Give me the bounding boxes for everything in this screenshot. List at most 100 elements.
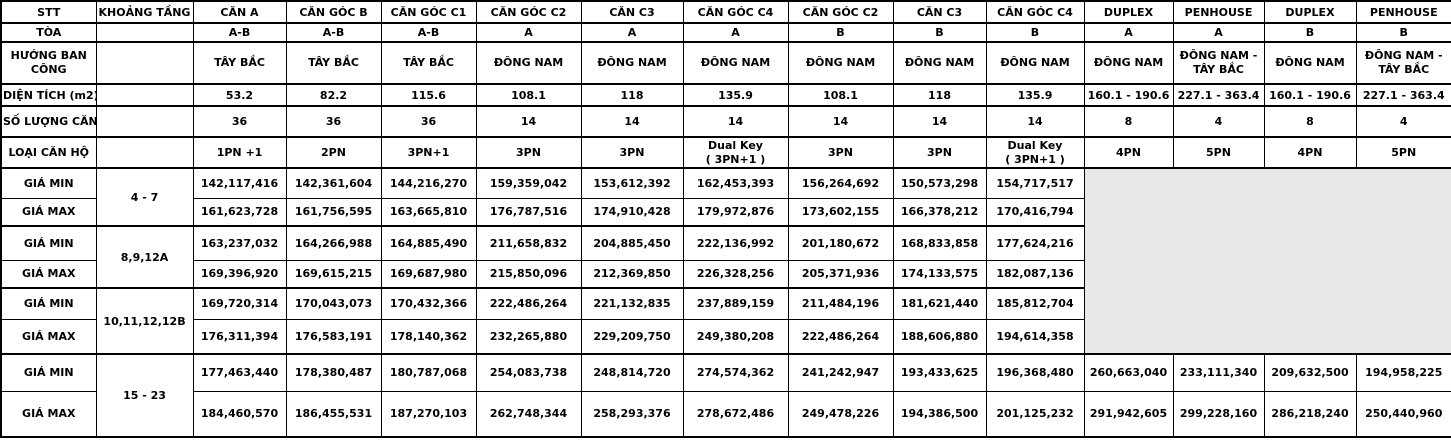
price-min-cell: 144,216,270	[380, 167, 477, 199]
price-max-cell: 176,311,394	[192, 318, 287, 355]
price-max-cell: 205,371,936	[787, 259, 894, 289]
col-header-unit: CĂN GÓC C2	[787, 0, 894, 24]
price-max-cell: 299,228,160	[1172, 390, 1265, 438]
unit-count-cell: 36	[285, 105, 382, 138]
area-cell: 53.2	[192, 83, 287, 107]
area-cell: 135.9	[682, 83, 789, 107]
direction-cell: TÂY BẮC	[192, 41, 287, 85]
col-header-stt: STT	[0, 0, 97, 24]
unit-type-cell: 4PN	[1263, 136, 1357, 169]
price-max-cell: 232,265,880	[475, 318, 582, 355]
direction-cell: ĐÔNG NAM - TÂY BẮC	[1355, 41, 1451, 85]
row-label-so-luong-can: SỐ LƯỢNG CĂN	[0, 105, 97, 138]
price-min-cell: 169,720,314	[192, 287, 287, 320]
direction-cell: ĐÔNG NAM	[892, 41, 987, 85]
area-cell: 118	[892, 83, 987, 107]
tower-cell: A	[1172, 22, 1265, 43]
price-min-cell: 260,663,040	[1083, 353, 1174, 392]
unavailable-region	[1083, 167, 1451, 355]
row-label-gia-max: GIÁ MAX	[0, 390, 97, 438]
area-cell: 227.1 - 363.4	[1355, 83, 1451, 107]
col-header-unit: CĂN C3	[580, 0, 684, 24]
price-max-cell: 179,972,876	[682, 197, 789, 227]
col-header-unit: CĂN A	[192, 0, 287, 24]
price-max-cell: 176,787,516	[475, 197, 582, 227]
row-label-toa: TÒA	[0, 22, 97, 43]
price-min-cell: 142,117,416	[192, 167, 287, 199]
price-max-cell: 262,748,344	[475, 390, 582, 438]
col-header-unit: PENHOUSE	[1355, 0, 1451, 24]
unit-type-cell: Dual Key ( 3PN+1 )	[985, 136, 1085, 169]
price-max-cell: 215,850,096	[475, 259, 582, 289]
tower-cell: A	[580, 22, 684, 43]
col-header-unit: CĂN GÓC B	[285, 0, 382, 24]
price-min-cell: 209,632,500	[1263, 353, 1357, 392]
price-max-cell: 194,386,500	[892, 390, 987, 438]
price-max-row: GIÁ MAX 176,311,394 176,583,191 178,140,…	[0, 318, 1451, 355]
floor-range-cell: 10,11,12,12B	[95, 287, 194, 355]
unit-type-cell: 2PN	[285, 136, 382, 169]
price-min-cell: 221,132,835	[580, 287, 684, 320]
unit-type-cell: 3PN	[475, 136, 582, 169]
price-min-cell: 204,885,450	[580, 225, 684, 261]
empty-cell	[95, 83, 194, 107]
price-min-row: GIÁ MIN 15 - 23 177,463,440 178,380,487 …	[0, 353, 1451, 438]
row-label-loai-can-ho: LOẠI CĂN HỘ	[0, 136, 97, 169]
col-header-unit: CĂN GÓC C4	[682, 0, 789, 24]
unit-type-cell: 5PN	[1355, 136, 1451, 169]
unit-count-cell: 4	[1355, 105, 1451, 138]
area-cell: 118	[580, 83, 684, 107]
direction-cell: ĐÔNG NAM	[682, 41, 789, 85]
price-min-cell: 142,361,604	[285, 167, 382, 199]
price-min-cell: 248,814,720	[580, 353, 684, 392]
empty-cell	[95, 105, 194, 138]
price-max-cell: 212,369,850	[580, 259, 684, 289]
area-cell: 82.2	[285, 83, 382, 107]
price-max-cell: 250,440,960	[1355, 390, 1451, 438]
tower-row: TÒA A-B A-B A-B A A A B B B A A B B	[0, 22, 1451, 43]
price-max-cell: 184,460,570	[192, 390, 287, 438]
unit-count-cell: 14	[787, 105, 894, 138]
unit-count-cell: 14	[682, 105, 789, 138]
price-min-cell: 178,380,487	[285, 353, 382, 392]
unit-type-cell: 3PN	[787, 136, 894, 169]
price-min-cell: 194,958,225	[1355, 353, 1451, 392]
col-header-unit: DUPLEX	[1083, 0, 1174, 24]
price-min-cell: 222,136,992	[682, 225, 789, 261]
price-min-row: GIÁ MIN 4 - 7 142,117,416 142,361,604 14…	[0, 167, 1451, 355]
price-min-cell: 164,885,490	[380, 225, 477, 261]
unit-count-cell: 4	[1172, 105, 1265, 138]
floor-range-cell: 4 - 7	[95, 167, 194, 227]
unit-count-cell: 14	[580, 105, 684, 138]
price-max-cell: 170,416,794	[985, 197, 1085, 227]
price-max-cell: 178,140,362	[380, 318, 477, 355]
unit-type-cell: 5PN	[1172, 136, 1265, 169]
unit-count-cell: 36	[380, 105, 477, 138]
price-min-cell: 164,266,988	[285, 225, 382, 261]
price-min-cell: 159,359,042	[475, 167, 582, 199]
tower-cell: A	[1083, 22, 1174, 43]
price-max-cell: 194,614,358	[985, 318, 1085, 355]
price-min-cell: 163,237,032	[192, 225, 287, 261]
price-min-cell: 196,368,480	[985, 353, 1085, 392]
price-max-cell: 173,602,155	[787, 197, 894, 227]
unit-count-cell: 14	[892, 105, 987, 138]
unit-type-cell: 3PN+1	[380, 136, 477, 169]
price-max-cell: 258,293,376	[580, 390, 684, 438]
price-max-cell: 201,125,232	[985, 390, 1085, 438]
price-min-cell: 150,573,298	[892, 167, 987, 199]
price-min-cell: 180,787,068	[380, 353, 477, 392]
price-min-cell: 201,180,672	[787, 225, 894, 261]
price-min-cell: 177,463,440	[192, 353, 287, 392]
balcony-direction-row: HƯỚNG BAN CÔNG TÂY BẮC TÂY BẮC TÂY BẮC Đ…	[0, 41, 1451, 85]
price-min-cell: 241,242,947	[787, 353, 894, 392]
direction-cell: ĐÔNG NAM	[1083, 41, 1174, 85]
tower-cell: A	[682, 22, 789, 43]
row-label-gia-min: GIÁ MIN	[0, 287, 97, 320]
price-min-cell: 233,111,340	[1172, 353, 1265, 392]
price-min-row: GIÁ MIN 10,11,12,12B 169,720,314 170,043…	[0, 287, 1451, 355]
direction-cell: ĐÔNG NAM - TÂY BẮC	[1172, 41, 1265, 85]
price-min-cell: 154,717,517	[985, 167, 1085, 199]
unit-type-cell: 1PN +1	[192, 136, 287, 169]
